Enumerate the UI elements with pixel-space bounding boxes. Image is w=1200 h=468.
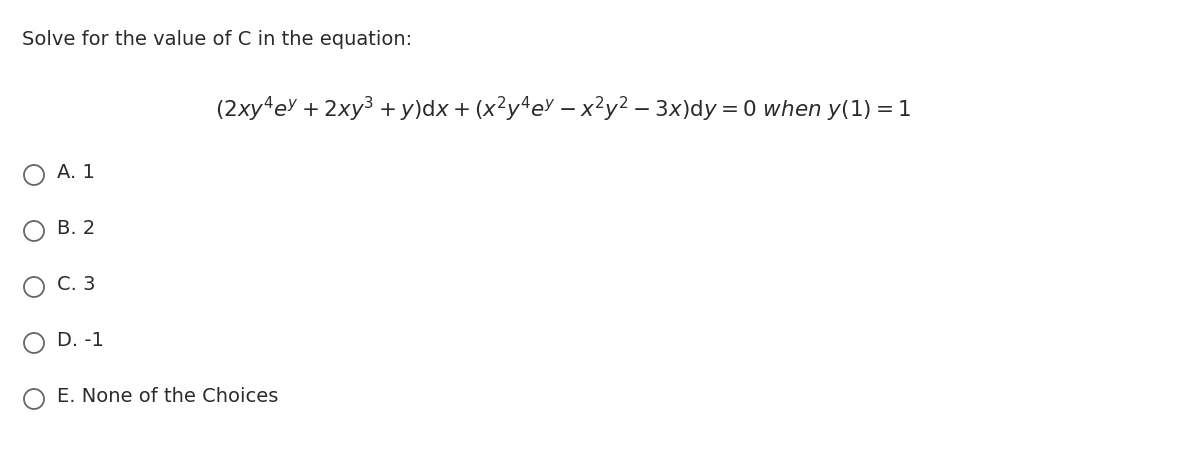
Text: $(2xy^4e^y + 2xy^3 + y)\mathrm{d}x + (x^2y^4e^y - x^2y^2 - 3x)\mathrm{d}y = 0$$\: $(2xy^4e^y + 2xy^3 + y)\mathrm{d}x + (x^… <box>215 95 911 124</box>
Text: Solve for the value of C in the equation:: Solve for the value of C in the equation… <box>22 30 412 49</box>
Text: D. -1: D. -1 <box>58 330 104 350</box>
Text: A. 1: A. 1 <box>58 162 95 182</box>
Text: E. None of the Choices: E. None of the Choices <box>58 387 278 405</box>
Text: C. 3: C. 3 <box>58 275 96 293</box>
Text: B. 2: B. 2 <box>58 219 95 237</box>
